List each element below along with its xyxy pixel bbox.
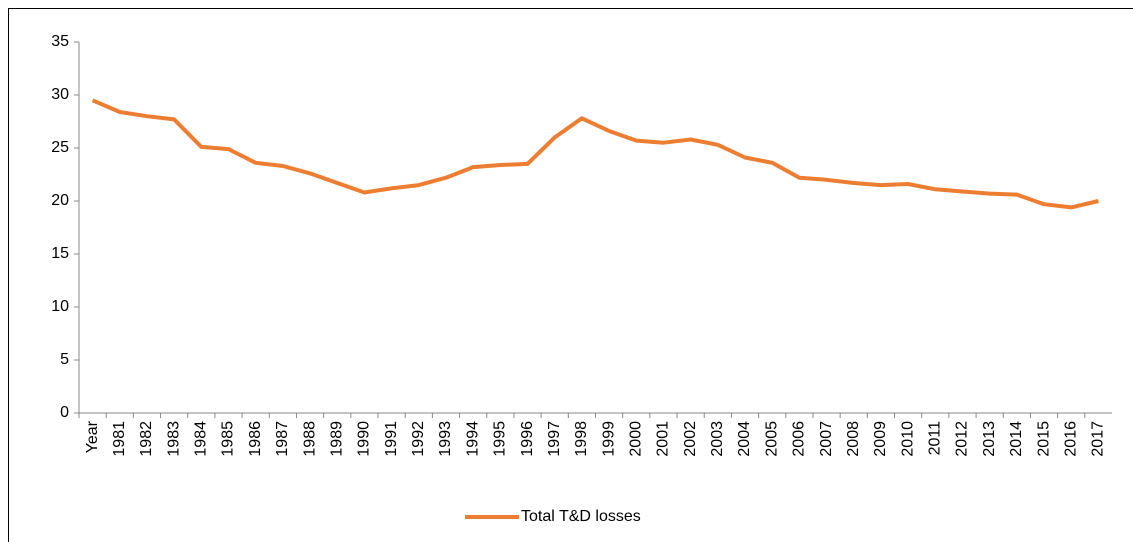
x-tick-label: 2017 <box>1090 421 1107 457</box>
x-tick-label: 2015 <box>1035 421 1052 457</box>
x-tick-label: 1987 <box>274 421 291 457</box>
x-tick-label: 1988 <box>301 421 318 457</box>
x-tick-label: 1982 <box>138 421 155 457</box>
x-tick-label: Year <box>84 420 101 453</box>
x-tick-label: 1985 <box>220 421 237 457</box>
legend-label: Total T&D losses <box>521 508 641 525</box>
x-tick-label: 2007 <box>818 421 835 457</box>
chart-border <box>8 8 1133 542</box>
x-tick-label: 2002 <box>682 421 699 457</box>
x-tick-label: 2006 <box>791 421 808 457</box>
data-line <box>91 98 1099 210</box>
x-tick-label: 2016 <box>1062 421 1079 457</box>
y-tick-label: 15 <box>51 245 69 262</box>
x-tick-label: 1992 <box>410 421 427 457</box>
x-tick-label: 1994 <box>464 421 481 457</box>
x-tick-label: 1996 <box>519 421 536 457</box>
x-tick-label: 2013 <box>981 421 998 457</box>
y-tick-label: 25 <box>51 139 69 156</box>
x-tick-label: 2010 <box>899 421 916 457</box>
x-tick-label: 2004 <box>736 421 753 457</box>
x-tick-label: 1995 <box>492 421 509 457</box>
x-tick-label: 1999 <box>600 421 617 457</box>
y-tick-label: 30 <box>51 86 69 103</box>
x-tick-label: 2005 <box>763 421 780 457</box>
y-tick-label: 10 <box>51 298 69 315</box>
x-tick-label: 1993 <box>437 421 454 457</box>
y-tick-label: 20 <box>51 192 69 209</box>
x-tick-label: 2003 <box>709 421 726 457</box>
x-tick-label: 1998 <box>573 421 590 457</box>
x-tick-label: 1983 <box>165 421 182 457</box>
x-tick-label: 2000 <box>627 421 644 457</box>
x-tick-label: 2014 <box>1008 421 1025 457</box>
x-tick-label: 2009 <box>872 421 889 457</box>
x-tick-label: 1997 <box>546 421 563 457</box>
x-tick-label: 1986 <box>247 421 264 457</box>
y-tick-label: 0 <box>60 404 69 421</box>
x-tick-label: 1990 <box>356 421 373 457</box>
x-tick-label: 1989 <box>328 421 345 457</box>
x-tick-label: 1991 <box>383 421 400 457</box>
x-tick-label: 1984 <box>193 421 210 457</box>
x-tick-label: 1981 <box>111 421 128 457</box>
y-tick-label: 5 <box>60 351 69 368</box>
x-tick-label: 2008 <box>845 421 862 457</box>
x-tick-label: 2001 <box>655 421 672 457</box>
y-tick-label: 35 <box>51 33 69 50</box>
x-tick-label: 2011 <box>927 421 944 456</box>
x-tick-label: 2012 <box>954 421 971 457</box>
